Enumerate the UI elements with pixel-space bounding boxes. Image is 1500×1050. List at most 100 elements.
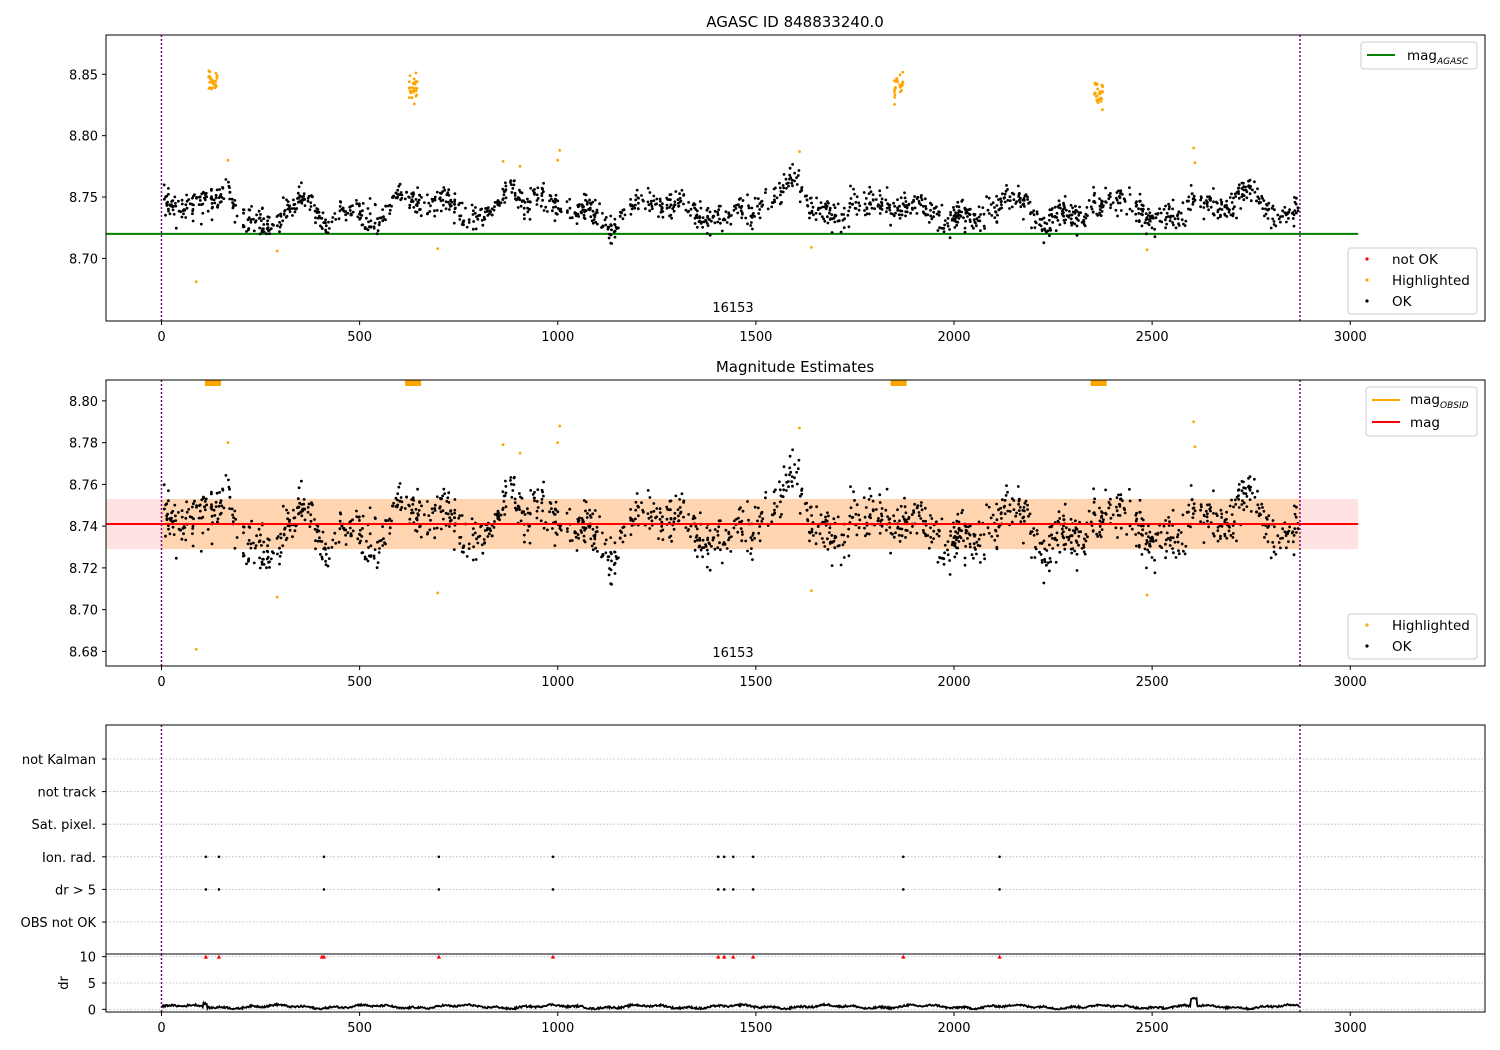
ok-point [321,530,325,534]
ok-point [717,519,721,523]
ok-point [949,211,952,214]
legend-mag-label: mag [1410,415,1440,431]
ok-point [1202,217,1206,221]
ok-point [265,222,269,226]
ok-point [167,489,170,492]
flag-event-marker [437,855,441,859]
ok-point [1135,200,1138,204]
ok-point [665,517,669,521]
ok-point [678,512,682,515]
ok-point [1171,547,1174,550]
ok-point [646,489,650,492]
ok-point [1019,205,1023,209]
ok-point [696,538,699,542]
ok-point [528,541,532,545]
ok-point [1069,534,1073,538]
ok-point [989,203,993,206]
ok-point [260,560,264,564]
highlighted-point [215,293,218,296]
ok-point [682,194,685,197]
flag-event-marker [751,855,755,859]
ok-point [1075,224,1079,228]
ok-point [903,191,906,195]
ok-point [823,219,827,223]
highlighted-point [410,318,413,321]
ok-point [258,232,262,236]
ok-point [1261,197,1264,200]
ok-point [740,216,744,220]
ok-point [1056,219,1060,222]
ok-point [682,501,685,504]
ok-point [588,508,591,512]
ok-point [297,512,300,516]
ok-point [741,533,744,536]
ok-point [725,547,729,550]
ok-point [994,210,998,214]
ok-point [815,505,818,509]
ok-point [956,220,960,224]
ok-point [480,543,484,547]
ok-point [747,206,751,210]
ok-point [459,214,463,218]
ok-point [359,216,362,220]
flag-event-marker [204,888,208,891]
ok-point [224,178,228,181]
ok-point [327,546,330,550]
ok-point [408,206,411,210]
ok-point [1026,195,1029,199]
ok-point [180,202,184,206]
ok-point [825,519,829,523]
highlighted-point [901,312,904,315]
ok-point [1092,511,1095,515]
ok-point [1164,204,1167,208]
ok-point [1270,206,1274,210]
ok-point [174,204,178,208]
ok-point [1220,525,1224,528]
ok-point [1185,510,1189,514]
ok-point [689,207,693,211]
ok-point [1164,519,1167,522]
highlighted-point [212,311,215,314]
ok-point [649,515,653,519]
ok-point [1008,207,1011,210]
ok-point [621,540,625,544]
ok-point [957,540,961,543]
ok-point [598,515,601,518]
ok-point [1288,208,1291,212]
ok-point [281,219,285,223]
ok-point [849,485,852,488]
ok-point [214,193,218,197]
ok-point [1237,186,1241,190]
ok-point [904,214,907,218]
ok-point [932,529,936,533]
ok-point [946,224,950,228]
ok-point [893,204,897,208]
ok-point [700,546,704,550]
ok-point [674,190,678,193]
ok-point [286,203,289,207]
ok-point [235,214,239,218]
ok-point [582,520,585,524]
highlighted-point [898,73,902,77]
ok-point [388,517,392,521]
ok-point [810,514,813,517]
highlighted-point [410,90,414,93]
ok-point [943,551,946,555]
ok-point [853,499,856,502]
ok-point [1074,216,1078,220]
x-tick-label: 2000 [937,330,970,345]
ok-point [453,207,457,211]
ok-point [1202,201,1206,205]
ok-point [817,206,820,210]
ok-point [1137,219,1141,223]
ok-point [864,197,868,200]
ok-point [1248,498,1252,501]
ok-point [788,454,792,458]
ok-point [923,197,927,201]
ok-point [475,537,478,541]
ok-point [904,200,908,203]
highlighted-point [415,330,418,333]
highlighted-point [214,315,217,318]
ok-point [790,181,794,185]
ok-point [414,507,418,511]
